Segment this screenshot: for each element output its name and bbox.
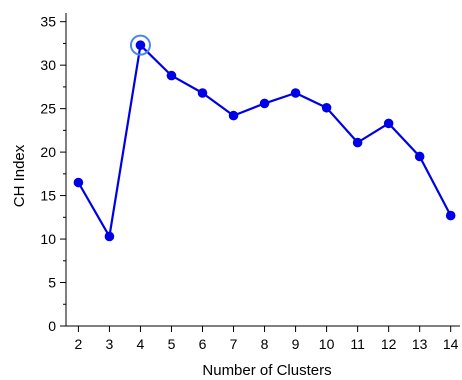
data-point xyxy=(414,151,425,162)
y-tick-label: 35 xyxy=(40,14,56,30)
y-tick-label: 20 xyxy=(40,144,56,160)
x-tick-label: 13 xyxy=(412,336,428,352)
y-axis-title: CH Index xyxy=(11,144,28,207)
highlight-ring xyxy=(129,34,151,56)
x-axis-title: Number of Clusters xyxy=(202,362,331,379)
plot-area: 0 5 10 15 20 25 30 35 2 3 4 5 6 7 8 9 10 11 12 13 14 xyxy=(40,13,460,352)
x-tick-label: 4 xyxy=(137,336,145,352)
x-tick-label: 5 xyxy=(168,336,176,352)
data-point xyxy=(321,102,332,113)
data-point xyxy=(197,88,208,98)
x-tick-label: 8 xyxy=(261,336,269,352)
data-point xyxy=(383,118,394,129)
data-point xyxy=(166,70,177,81)
x-tick-label: 7 xyxy=(230,336,238,352)
y-tick-label: 0 xyxy=(48,318,56,334)
x-tick-label: 14 xyxy=(443,336,459,352)
data-point xyxy=(352,137,363,148)
series-line xyxy=(77,44,452,238)
y-tick-label: 15 xyxy=(40,188,56,204)
x-tick-label: 11 xyxy=(350,336,365,352)
data-point xyxy=(104,231,115,242)
x-tick-label: 12 xyxy=(381,336,397,352)
data-point xyxy=(259,98,270,109)
y-tick-label: 25 xyxy=(40,101,56,117)
x-tick-label: 2 xyxy=(75,336,83,352)
data-point xyxy=(290,88,301,98)
y-tick-label: 30 xyxy=(40,57,56,73)
x-tick-label: 6 xyxy=(199,336,207,352)
y-tick-label: 5 xyxy=(48,275,56,291)
data-point xyxy=(445,210,456,221)
x-tick-label: 10 xyxy=(319,336,335,352)
x-tick-label: 9 xyxy=(292,336,300,352)
x-tick-label: 3 xyxy=(106,336,114,352)
data-point xyxy=(135,40,146,50)
data-point xyxy=(228,110,239,121)
y-tick-label: 10 xyxy=(40,231,56,247)
data-point xyxy=(73,177,84,188)
